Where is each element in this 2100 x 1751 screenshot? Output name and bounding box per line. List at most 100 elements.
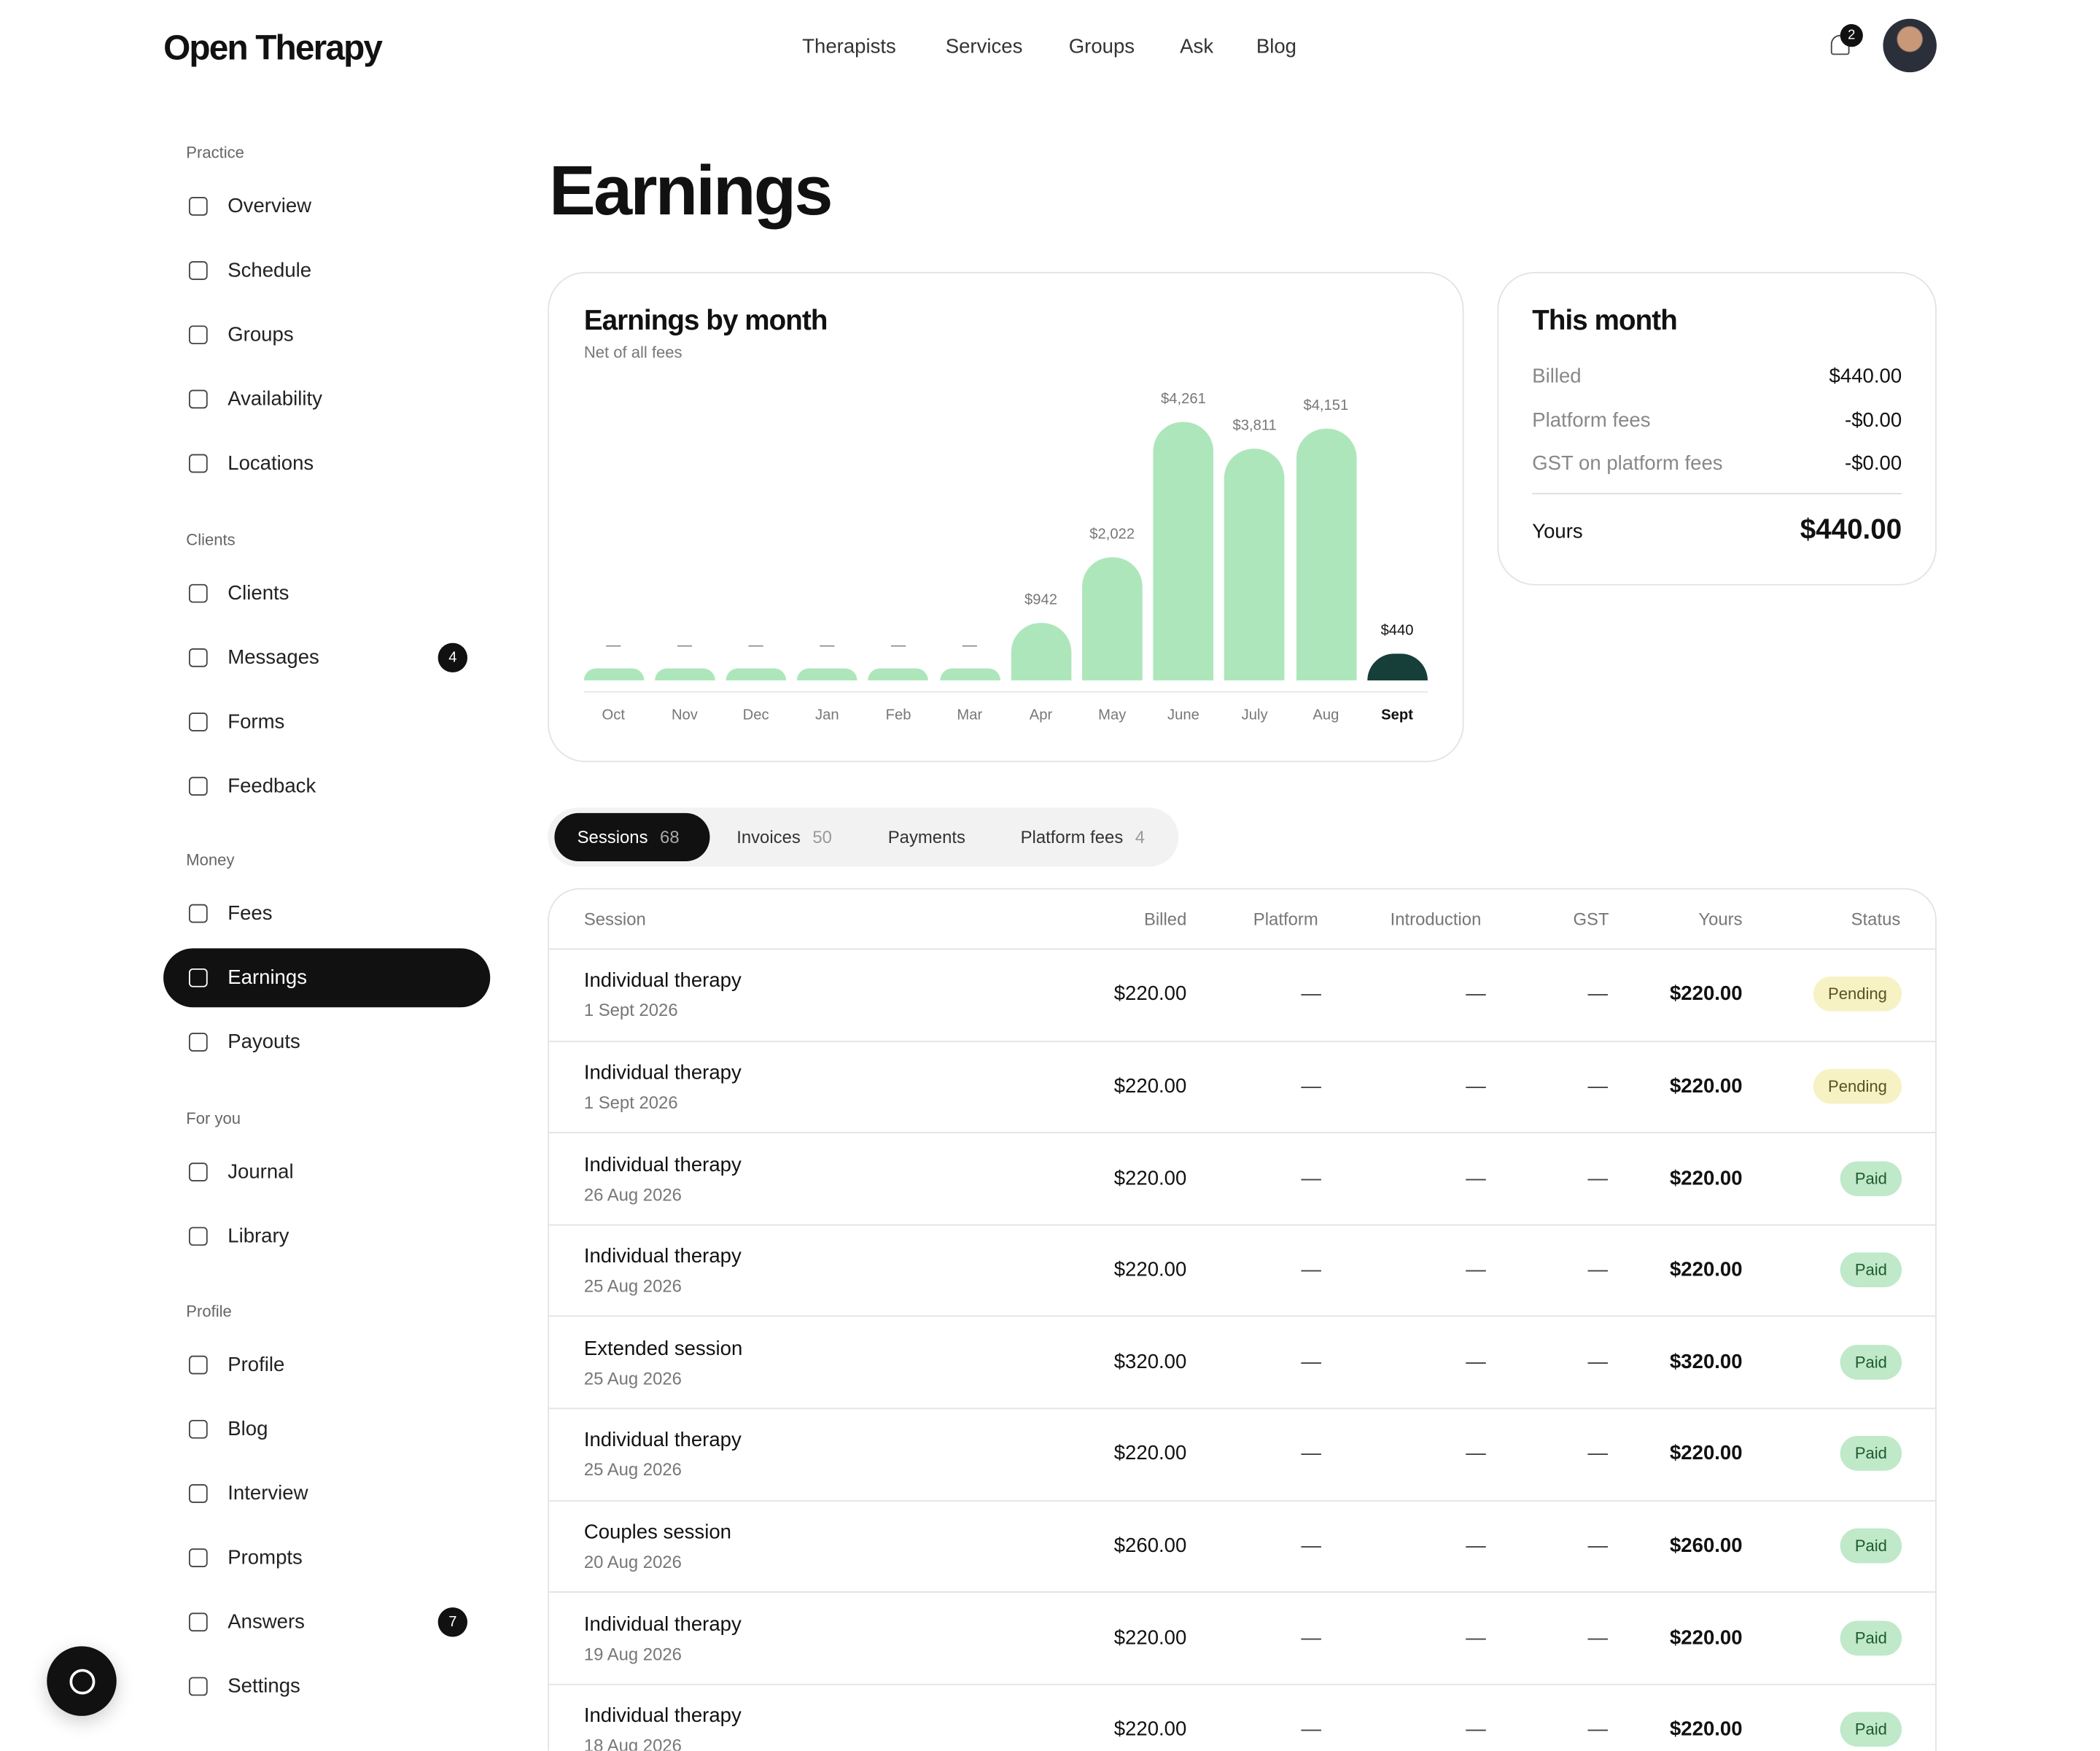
nav-icon bbox=[188, 968, 208, 987]
row-divider bbox=[549, 1132, 1936, 1134]
bar bbox=[1153, 422, 1214, 681]
session-name: Individual therapy bbox=[583, 1153, 742, 1176]
status-pill: Pending bbox=[1813, 977, 1902, 1012]
nav-link[interactable]: Blog bbox=[1256, 35, 1297, 58]
nav-icon bbox=[188, 1355, 208, 1375]
column-header: GST bbox=[1573, 909, 1609, 929]
x-tick-label: Feb bbox=[885, 707, 911, 723]
nav-link[interactable]: Therapists bbox=[802, 35, 896, 58]
chart-baseline bbox=[583, 691, 1428, 693]
bar bbox=[654, 668, 715, 681]
gst: — bbox=[1587, 982, 1609, 1006]
notification-badge: 2 bbox=[1840, 24, 1863, 47]
sidebar-link[interactable]: Fees bbox=[228, 902, 273, 925]
nav-icon bbox=[188, 904, 208, 923]
x-tick-label: Sept bbox=[1381, 707, 1413, 723]
nav-icon bbox=[188, 325, 208, 345]
gst: — bbox=[1587, 1258, 1609, 1282]
session-date: 25 Aug 2026 bbox=[583, 1276, 682, 1297]
platform: — bbox=[1301, 1717, 1321, 1742]
session-name: Individual therapy bbox=[583, 1245, 742, 1268]
sidebar-link[interactable]: Messages bbox=[228, 646, 319, 669]
sidebar-link[interactable]: Blog bbox=[228, 1418, 268, 1441]
sidebar-link[interactable]: Feedback bbox=[228, 774, 316, 798]
row-divider bbox=[549, 1591, 1936, 1593]
x-tick-label: Oct bbox=[602, 707, 625, 723]
sidebar-link[interactable]: Clients bbox=[228, 582, 289, 605]
nav-icon bbox=[188, 1419, 208, 1439]
introduction: — bbox=[1466, 982, 1486, 1006]
sidebar-link[interactable]: Answers bbox=[228, 1610, 305, 1634]
nav-icon bbox=[188, 1227, 208, 1246]
row-divider bbox=[549, 1683, 1936, 1685]
summary-value: -$0.00 bbox=[1845, 451, 1902, 475]
tab-label[interactable]: Invoices 50 bbox=[736, 827, 832, 847]
summary-title: This month bbox=[1532, 305, 1678, 337]
nav-icon bbox=[188, 1484, 208, 1503]
introduction: — bbox=[1466, 1166, 1486, 1190]
nav-link[interactable]: Services bbox=[945, 35, 1023, 58]
bar bbox=[939, 668, 1000, 681]
introduction: — bbox=[1466, 1074, 1486, 1098]
gst: — bbox=[1587, 1350, 1609, 1373]
tab-label[interactable]: Payments bbox=[887, 827, 965, 847]
yours: $220.00 bbox=[1669, 1717, 1743, 1742]
nav-icon bbox=[188, 1677, 208, 1696]
page-title: Earnings bbox=[549, 152, 833, 230]
section-label: Clients bbox=[186, 530, 236, 550]
yours: $220.00 bbox=[1669, 1258, 1743, 1282]
status-pill: Pending bbox=[1813, 1068, 1902, 1104]
sidebar-link[interactable]: Overview bbox=[228, 195, 312, 218]
nav-icon bbox=[188, 197, 208, 216]
column-header: Billed bbox=[1143, 909, 1187, 929]
status-pill: Paid bbox=[1840, 1252, 1902, 1288]
nav-icon bbox=[188, 648, 208, 667]
session-date: 26 Aug 2026 bbox=[583, 1184, 682, 1205]
sidebar-link[interactable]: Interview bbox=[228, 1482, 308, 1505]
sidebar-link[interactable]: Profile bbox=[228, 1354, 285, 1377]
billed: $260.00 bbox=[1113, 1534, 1187, 1558]
summary-label: GST on platform fees bbox=[1532, 451, 1723, 475]
chart-subtitle: Net of all fees bbox=[583, 343, 682, 362]
sidebar-link[interactable]: Forms bbox=[228, 710, 285, 734]
bar-value-label: $2,022 bbox=[1089, 527, 1135, 543]
bar bbox=[868, 668, 929, 681]
sidebar-link[interactable]: Schedule bbox=[228, 259, 312, 282]
yours: $320.00 bbox=[1669, 1350, 1743, 1373]
column-header: Yours bbox=[1698, 909, 1743, 929]
tab-label[interactable]: Sessions 68 bbox=[577, 827, 680, 847]
introduction: — bbox=[1466, 1717, 1486, 1742]
active-tab[interactable] bbox=[554, 812, 710, 862]
row-divider bbox=[549, 1040, 1936, 1042]
nav-link[interactable]: Ask bbox=[1180, 35, 1214, 58]
yours: $220.00 bbox=[1669, 1626, 1743, 1650]
help-icon bbox=[69, 1669, 96, 1695]
bar-value-label: — bbox=[606, 637, 621, 654]
summary-card bbox=[1497, 271, 1937, 586]
sidebar-link[interactable]: Prompts bbox=[228, 1546, 303, 1569]
avatar[interactable] bbox=[1883, 18, 1937, 73]
billed: $220.00 bbox=[1113, 1442, 1187, 1466]
sidebar-link[interactable]: Availability bbox=[228, 387, 322, 411]
section-label: Profile bbox=[186, 1302, 232, 1321]
bar-value-label: — bbox=[820, 637, 835, 654]
sidebar-link[interactable]: Journal bbox=[228, 1160, 294, 1184]
session-name: Couples session bbox=[583, 1521, 731, 1544]
sidebar-link[interactable]: Locations bbox=[228, 451, 314, 475]
bar bbox=[1296, 428, 1356, 681]
introduction: — bbox=[1466, 1258, 1486, 1282]
nav-icon bbox=[188, 1033, 208, 1052]
sidebar-link[interactable]: Earnings bbox=[228, 966, 307, 990]
nav-icon bbox=[188, 1162, 208, 1182]
session-date: 1 Sept 2026 bbox=[583, 1092, 678, 1113]
sidebar-link[interactable]: Library bbox=[228, 1224, 289, 1248]
column-header: Session bbox=[583, 909, 646, 929]
tab-label[interactable]: Platform fees 4 bbox=[1020, 827, 1146, 847]
column-header: Platform bbox=[1253, 909, 1318, 929]
sidebar-link[interactable]: Settings bbox=[228, 1674, 300, 1698]
nav-icon bbox=[188, 454, 208, 473]
sidebar-link[interactable]: Payouts bbox=[228, 1030, 300, 1054]
sidebar-link[interactable]: Groups bbox=[228, 323, 294, 346]
summary-label: Platform fees bbox=[1532, 408, 1651, 432]
nav-link[interactable]: Groups bbox=[1068, 35, 1135, 58]
